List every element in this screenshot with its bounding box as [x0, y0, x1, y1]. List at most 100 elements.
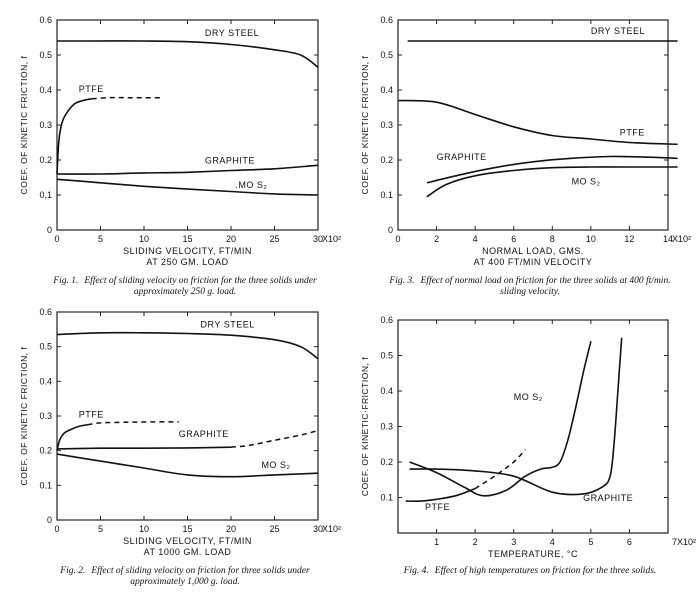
x-tick-label: 3 [511, 537, 516, 547]
series-graphite-line [56, 446, 232, 450]
y-tick-label: 0.1 [380, 493, 393, 503]
y-tick-label: 0.6 [380, 15, 393, 25]
series-mo-s-line [56, 453, 319, 478]
x-multiplier: 7X10² [672, 537, 696, 547]
x-tick-label: 5 [98, 234, 103, 244]
x-axis-sublabel: AT 1000 GM. LOAD [144, 547, 232, 557]
x-multiplier: X10² [672, 234, 691, 244]
y-tick-label: 0.4 [380, 386, 393, 396]
x-axis-sublabel: AT 400 FT/MIN VELOCITY [474, 257, 593, 267]
x-tick-label: 2 [434, 234, 439, 244]
series-ptfe-dashed-line [91, 96, 162, 100]
x-tick-label: 6 [627, 537, 632, 547]
y-tick-label: 0.2 [39, 446, 52, 456]
curve-label: MO S₂ [514, 392, 543, 402]
y-tick-label: 0 [388, 225, 393, 235]
x-axis-label: SLIDING VELOCITY, FT/MIN [123, 536, 252, 546]
x-tick-label: 20 [226, 234, 236, 244]
x-tick-label: 25 [269, 234, 279, 244]
series-ptfe-line [397, 99, 678, 146]
curve-label: GRAPHITE [205, 156, 255, 166]
y-tick-label: 0.1 [39, 480, 52, 490]
x-tick-label: 14 [663, 234, 673, 244]
x-tick-label: 0 [54, 234, 59, 244]
y-tick-label: 0.3 [39, 411, 52, 421]
y-axis-label: COEF. OF KINETIC FRICTION, f [19, 347, 29, 486]
x-tick-label: 30 [313, 234, 323, 244]
curve-label: GRAPHITE [583, 493, 633, 503]
y-tick-label: 0,1 [39, 190, 52, 200]
y-axis-label: COEF. OF KINETIC·FRICTION, f [360, 357, 370, 496]
x-tick-label: 15 [182, 234, 192, 244]
series-ptfe-dashed-line [474, 449, 526, 490]
x-multiplier: X10² [322, 524, 341, 534]
y-tick-label: 0.3 [380, 422, 393, 432]
curve-label: MO S₂ [261, 460, 290, 470]
curve-label: PTFE [620, 128, 645, 138]
series-graphite-dashed-line [230, 429, 319, 448]
curve-label: DRY STEEL [205, 28, 259, 38]
x-axis-sublabel: AT 250 GM. LOAD [146, 257, 228, 267]
x-tick-label: 1 [434, 537, 439, 547]
y-tick-label: 0.4 [39, 376, 52, 386]
x-tick-label: 2 [473, 537, 478, 547]
y-axis-label: COEF. OF KINETIC FRICTION, f [360, 56, 370, 195]
y-tick-label: 0.3 [39, 120, 52, 130]
x-tick-label: 8 [550, 234, 555, 244]
series-graphite-line [409, 337, 623, 496]
y-axis-label: COEF. OF KINETIC FRICTION, f [19, 56, 29, 195]
x-tick-label: 4 [550, 537, 555, 547]
y-tick-label: 0.5 [380, 50, 393, 60]
plot-frame [56, 19, 319, 231]
y-tick-label: 0.2 [380, 155, 393, 165]
x-axis-label: SLIDING VELOCITY, FT/MIN [123, 246, 252, 256]
fig3-caption: Fig. 3. Effect of normal load on friction… [389, 276, 671, 297]
x-tick-label: 5 [98, 524, 103, 534]
x-tick-label: 6 [511, 234, 516, 244]
fig2-caption: Fig. 2. Effect of sliding velocity on fri… [60, 566, 310, 587]
x-tick-label: 10 [139, 524, 149, 534]
curve-label: GRAPHITE [437, 152, 487, 162]
curve-label: PTFE [79, 84, 104, 94]
x-tick-label: 30 [313, 524, 323, 534]
x-axis-label: NORMAL LOAD, GMS. [482, 246, 584, 256]
series-mo-s-line [56, 178, 319, 196]
series-dry-steel-line [57, 40, 319, 68]
y-tick-label: 0.5 [39, 50, 52, 60]
curve-label: DRY STEEL [591, 26, 645, 36]
series-ptfe-line [405, 487, 476, 502]
series-dry-steel-line [56, 331, 319, 360]
y-tick-label: 0.2 [380, 457, 393, 467]
series-mo-s-line [409, 341, 592, 497]
x-tick-label: 12 [624, 234, 634, 244]
x-tick-label: 10 [139, 234, 149, 244]
series-mo-s-line [426, 166, 678, 198]
x-tick-label: 10 [586, 234, 596, 244]
x-tick-label: 20 [226, 524, 236, 534]
y-tick-label: 0.4 [380, 85, 393, 95]
curve-label: DRY STEEL [201, 320, 255, 330]
fig4-caption: Fig. 4. Effect of high temperatures on fr… [403, 566, 657, 576]
y-tick-label: 0.6 [39, 15, 52, 25]
y-tick-label: 0.5 [380, 351, 393, 361]
series-ptfe-dashed-line [87, 421, 179, 426]
x-multiplier: X10² [322, 234, 341, 244]
x-tick-label: 15 [182, 524, 192, 534]
y-tick-label: 0.3 [380, 120, 393, 130]
y-tick-label: 0 [47, 515, 52, 525]
x-tick-label: 4 [473, 234, 478, 244]
series-graphite-line [426, 155, 678, 184]
y-tick-label: 0.4 [39, 85, 52, 95]
y-tick-label: 0.6 [380, 315, 393, 325]
series-graphite-line [56, 164, 319, 175]
x-tick-label: 25 [269, 524, 279, 534]
y-tick-label: 0.1 [380, 190, 393, 200]
curve-label: PTFE [425, 502, 450, 512]
fig1-caption: Fig. 1. Effect of sliding velocity on fri… [53, 276, 317, 297]
series-ptfe-line [56, 98, 92, 175]
y-tick-label: 0.2 [39, 155, 52, 165]
